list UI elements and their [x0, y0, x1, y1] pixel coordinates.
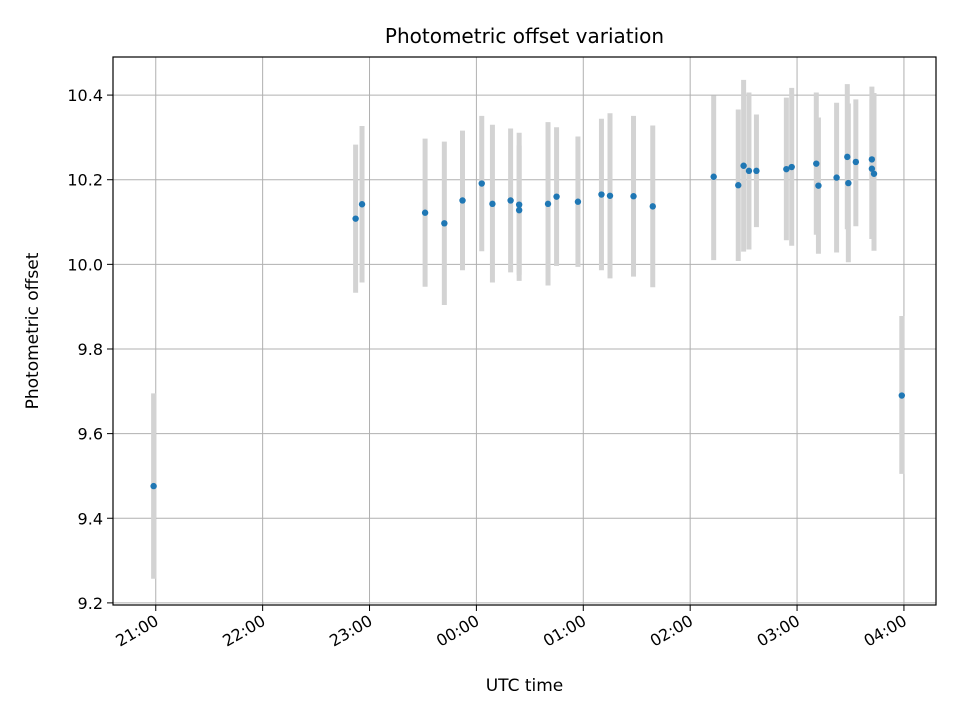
data-point	[150, 482, 157, 490]
y-tick-label: 9.8	[78, 340, 103, 359]
y-tick-label: 9.4	[78, 509, 103, 528]
plot-frame	[112, 56, 937, 606]
data-point	[788, 163, 795, 171]
data-point	[852, 158, 860, 166]
chart-title: Photometric offset variation	[385, 24, 664, 48]
x-axis-title: UTC time	[486, 676, 564, 696]
data-point	[544, 200, 552, 208]
y-tick-label: 10.0	[67, 255, 103, 274]
data-point	[358, 201, 366, 208]
data-point	[553, 193, 560, 200]
data-point	[745, 167, 753, 175]
y-tick-label: 10.4	[67, 86, 103, 105]
data-point	[421, 209, 429, 216]
data-point	[478, 180, 485, 187]
data-point	[833, 174, 840, 181]
data-point	[868, 165, 876, 172]
data-point	[441, 220, 448, 227]
data-point	[740, 162, 747, 169]
plot-area-background	[113, 57, 936, 605]
data-point	[870, 170, 878, 177]
y-tick-label: 9.6	[78, 425, 103, 444]
data-point	[507, 197, 514, 204]
data-point	[598, 191, 605, 198]
data-point	[783, 165, 790, 173]
data-point	[574, 198, 582, 205]
grid	[113, 57, 936, 605]
data-point	[844, 153, 851, 161]
data-point	[630, 193, 637, 200]
data-point	[868, 156, 876, 163]
data-point	[813, 160, 820, 167]
data-point	[735, 182, 742, 189]
data-point	[352, 215, 359, 222]
data-point	[459, 197, 466, 204]
data-point	[898, 392, 905, 399]
data-point	[649, 203, 656, 210]
y-tick-label: 9.2	[78, 594, 103, 613]
data-point	[489, 200, 496, 208]
data-point	[606, 192, 614, 199]
y-axis-title: Photometric offset	[23, 252, 43, 409]
data-point	[710, 173, 717, 180]
data-point	[845, 179, 852, 187]
y-tick-label: 10.2	[67, 171, 103, 190]
data-point	[815, 182, 822, 189]
data-points	[150, 153, 905, 490]
y-axis-ticks: 9.2 9.4 9.6 9.8 10.0 10.2 10.4	[67, 86, 113, 613]
data-point	[753, 167, 760, 175]
data-point	[515, 206, 523, 214]
data-point	[515, 201, 523, 208]
